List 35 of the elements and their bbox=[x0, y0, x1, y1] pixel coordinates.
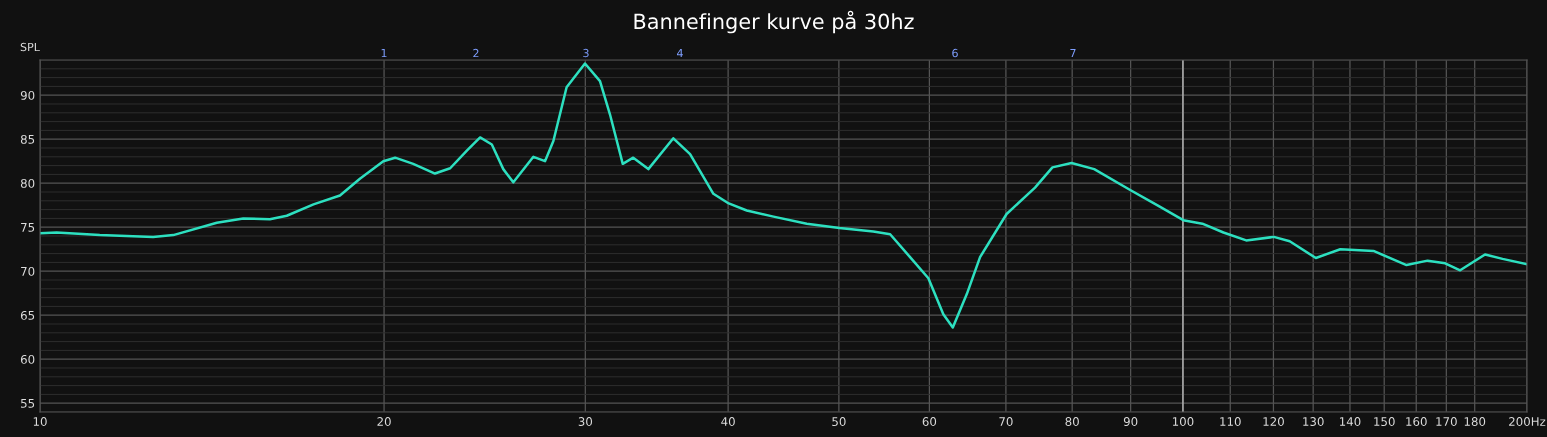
y-tick-label: 75 bbox=[21, 223, 35, 232]
text: 2 bbox=[473, 48, 479, 58]
y-tick-label: 70 bbox=[21, 266, 35, 276]
text: 7 bbox=[1070, 48, 1076, 58]
x-tick-label: 150 bbox=[1374, 417, 1395, 426]
text: 3 bbox=[583, 48, 589, 58]
x-tick-label: 70 bbox=[999, 417, 1013, 426]
x-tick-label: 40 bbox=[721, 417, 735, 426]
text: 6 bbox=[952, 48, 958, 58]
x-tick-label: 170 bbox=[1436, 417, 1457, 426]
x-tick-label: 180 bbox=[1464, 417, 1486, 426]
chart-title: Bannefinger kurve på 30hz bbox=[634, 10, 914, 34]
x-tick-label: 60 bbox=[922, 417, 937, 426]
x-tick-label: 10 bbox=[33, 417, 47, 426]
y-tick-label: 90 bbox=[20, 90, 35, 100]
x-tick-label: 120 bbox=[1263, 417, 1284, 426]
x-tick-label: 130 bbox=[1303, 417, 1324, 426]
x-tick-label: 110 bbox=[1220, 417, 1241, 426]
x-tick-label: 200Hz bbox=[1509, 417, 1546, 426]
x-tick-label: 90 bbox=[1123, 417, 1138, 426]
y-tick-label: 85 bbox=[20, 134, 35, 144]
x-tick-label: 50 bbox=[832, 417, 846, 426]
x-tick-label: 140 bbox=[1339, 417, 1361, 426]
x-tick-label: 100 bbox=[1172, 417, 1194, 426]
y-axis-title: SPL bbox=[20, 42, 40, 52]
text: 1 bbox=[381, 48, 387, 58]
y-tick-label: 55 bbox=[21, 399, 35, 408]
x-tick-label: 160 bbox=[1406, 417, 1427, 426]
x-tick-label: 80 bbox=[1065, 417, 1079, 426]
x-tick-label: 20 bbox=[377, 417, 391, 426]
x-tick-label: 30 bbox=[578, 417, 593, 426]
y-tick-label: 80 bbox=[20, 178, 35, 188]
y-tick-label: 65 bbox=[20, 310, 35, 320]
y-tick-label: 60 bbox=[20, 354, 35, 364]
text: 4 bbox=[677, 48, 683, 58]
